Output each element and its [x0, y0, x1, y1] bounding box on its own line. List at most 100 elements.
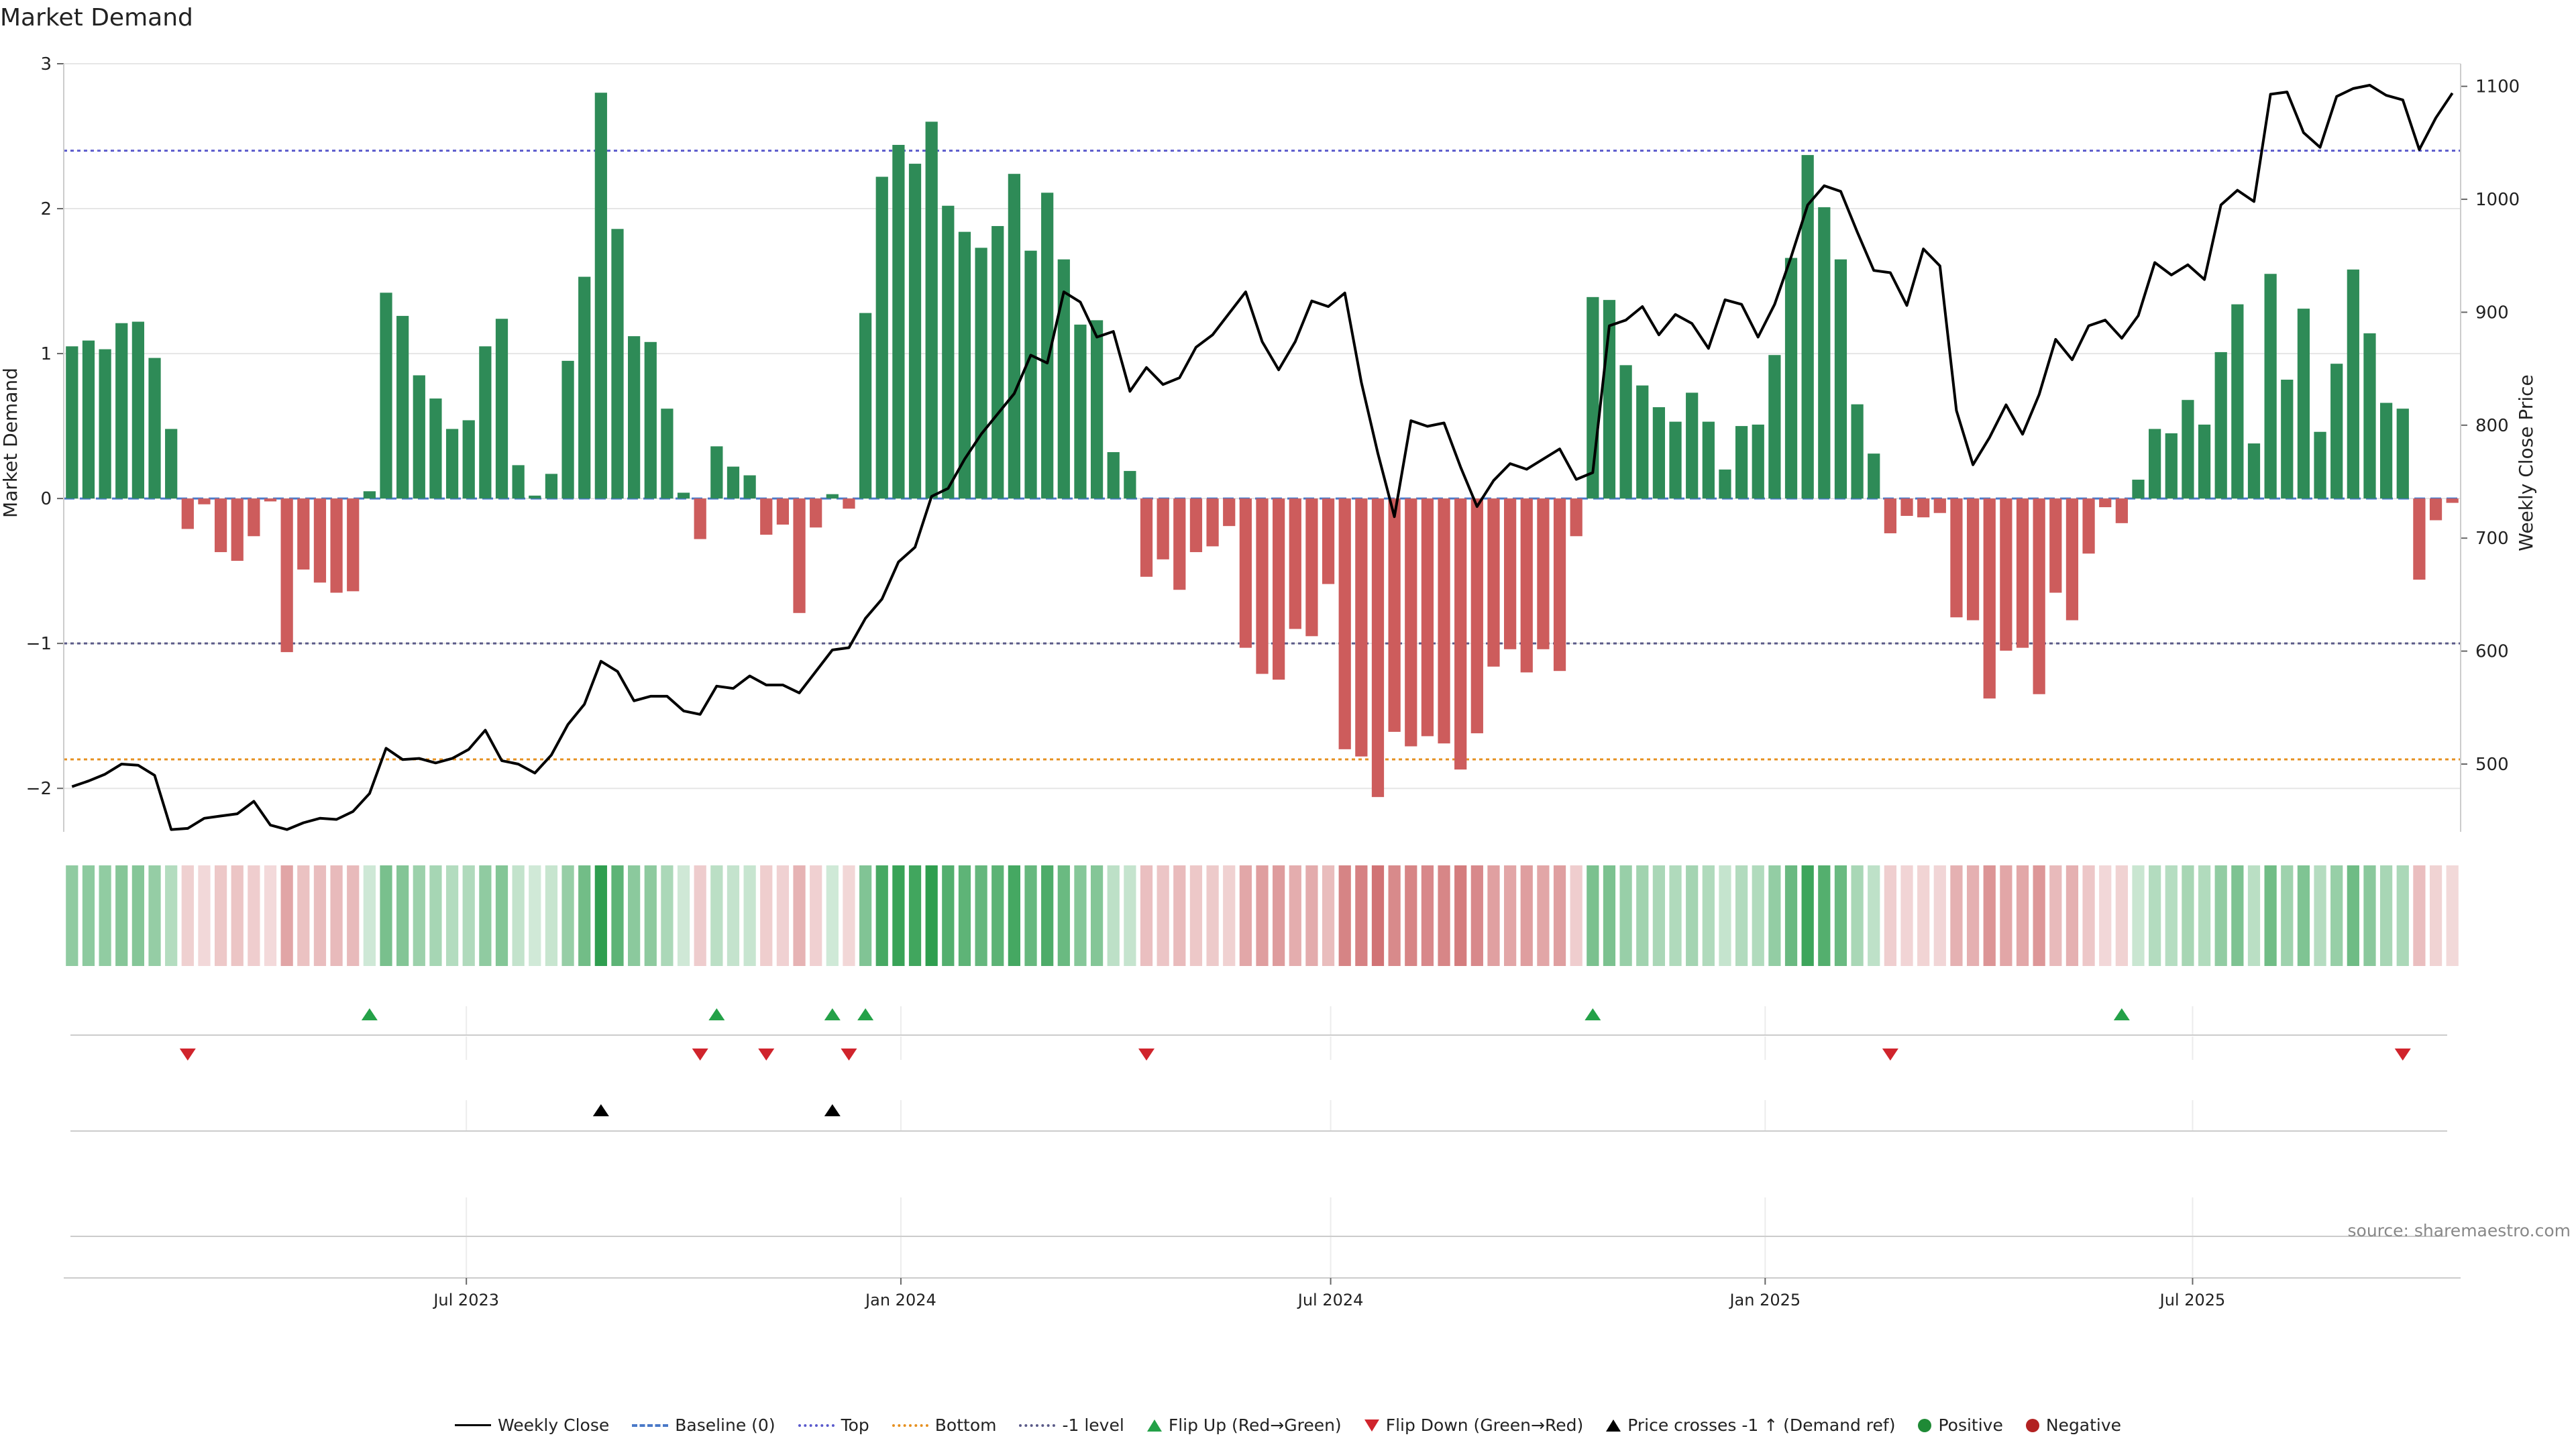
heat-cell — [1834, 865, 1847, 966]
demand-bar — [810, 498, 822, 528]
heat-cell — [942, 865, 955, 966]
demand-bar — [644, 341, 657, 499]
y2-tick-label: 800 — [2475, 416, 2509, 436]
y-tick-label: −2 — [26, 779, 52, 799]
demand-bar — [66, 346, 78, 499]
heat-cell — [1371, 865, 1385, 966]
demand-bar — [1520, 498, 1533, 673]
heat-cell — [1273, 865, 1285, 966]
demand-heat-strip — [66, 865, 2459, 966]
demand-bar — [1966, 498, 1980, 621]
heat-cell — [264, 865, 277, 966]
demand-bar — [760, 498, 773, 535]
demand-bars — [66, 93, 2459, 798]
demand-bar — [413, 375, 425, 499]
y-tick-label: −1 — [26, 634, 52, 654]
demand-bar — [1652, 407, 1666, 499]
heat-cell — [1239, 865, 1252, 966]
legend-item-weekly-close[interactable]: Weekly Close — [454, 1415, 609, 1435]
heat-cell — [1140, 865, 1153, 966]
demand-bar — [1189, 498, 1203, 553]
legend-item-flip-down[interactable]: Flip Down (Green→Red) — [1364, 1415, 1583, 1435]
demand-bar — [1206, 498, 1219, 547]
heat-cell — [1256, 865, 1269, 966]
demand-bar — [297, 498, 310, 570]
heat-cell — [1702, 865, 1715, 966]
flip-down-marker — [2394, 1049, 2411, 1061]
demand-bar — [2379, 402, 2393, 499]
demand-bar — [2247, 443, 2261, 499]
demand-bar — [380, 292, 392, 499]
price-cross-marker — [592, 1104, 609, 1116]
heat-cell — [2363, 865, 2376, 966]
legend-item-bottom[interactable]: Bottom — [892, 1415, 996, 1435]
demand-bar — [1553, 498, 1566, 672]
demand-bar — [991, 225, 1004, 499]
demand-bar — [925, 121, 938, 499]
y-tick-label: 0 — [40, 489, 52, 509]
demand-bar — [975, 248, 987, 499]
legend-item-flip-up[interactable]: Flip Up (Red→Green) — [1146, 1415, 1342, 1435]
demand-bar — [1801, 155, 1814, 499]
heat-cell — [396, 865, 409, 966]
heat-cell — [280, 865, 293, 966]
demand-bar — [1950, 498, 1963, 618]
heat-cell — [843, 865, 855, 966]
heat-cell — [1090, 865, 1104, 966]
legend-item-top[interactable]: Top — [798, 1415, 869, 1435]
source-note: source: sharemaestro.com — [2347, 1221, 2571, 1240]
heat-cell — [1603, 865, 1616, 966]
demand-bar — [710, 446, 723, 499]
heat-cell — [991, 865, 1004, 966]
demand-bar — [2347, 269, 2359, 499]
demand-bar — [611, 229, 624, 499]
legend-item-minus-one-level[interactable]: -1 level — [1019, 1415, 1124, 1435]
heat-cell — [248, 865, 260, 966]
demand-bar — [1371, 498, 1385, 798]
demand-bar — [1256, 498, 1269, 674]
demand-bar — [1173, 498, 1186, 590]
heat-cell — [2182, 865, 2194, 966]
legend-item-price-crosses[interactable]: Price crosses -1 ↑ (Demand ref) — [1606, 1415, 1895, 1435]
heat-cell — [1686, 865, 1699, 966]
demand-bar — [1273, 498, 1285, 680]
demand-bar — [313, 498, 327, 583]
x-tick-label: Jul 2023 — [432, 1291, 499, 1309]
x-tick-label: Jul 2024 — [1297, 1291, 1364, 1309]
demand-bar — [2214, 352, 2227, 499]
heat-cell — [2281, 865, 2294, 966]
heat-cell — [545, 865, 558, 966]
demand-bar — [1124, 471, 1136, 499]
flip-up-marker — [361, 1008, 378, 1020]
demand-bar — [628, 336, 641, 499]
y2-tick-label: 900 — [2475, 303, 2509, 323]
heat-cell — [231, 865, 244, 966]
demand-bar — [2429, 498, 2443, 521]
y2-axis-label: Weekly Close Price — [2515, 374, 2537, 551]
heat-cell — [2214, 865, 2227, 966]
demand-bar — [1421, 498, 1434, 737]
heat-cell — [2049, 865, 2062, 966]
demand-bar — [2231, 304, 2244, 499]
triangle-up-icon — [1606, 1419, 1621, 1432]
demand-bar — [826, 494, 839, 499]
demand-bar — [99, 349, 111, 499]
demand-bar — [363, 491, 376, 499]
weekly-close-line — [71, 84, 2454, 831]
legend-item-positive[interactable]: Positive — [1918, 1415, 2003, 1435]
legend-item-baseline[interactable]: Baseline (0) — [632, 1415, 775, 1435]
demand-bar — [1933, 498, 1946, 513]
flip-up-marker — [1585, 1008, 1601, 1020]
heat-cell — [1454, 865, 1467, 966]
heat-cell — [1652, 865, 1666, 966]
legend-item-negative[interactable]: Negative — [2025, 1415, 2121, 1435]
demand-bar — [1735, 426, 1748, 499]
heat-cell — [1157, 865, 1169, 966]
demand-bar — [1619, 365, 1632, 499]
heat-cell — [793, 865, 806, 966]
heat-cell — [2264, 865, 2277, 966]
demand-bar — [942, 205, 955, 499]
flip-down-marker — [758, 1049, 775, 1061]
demand-bar — [148, 358, 161, 499]
